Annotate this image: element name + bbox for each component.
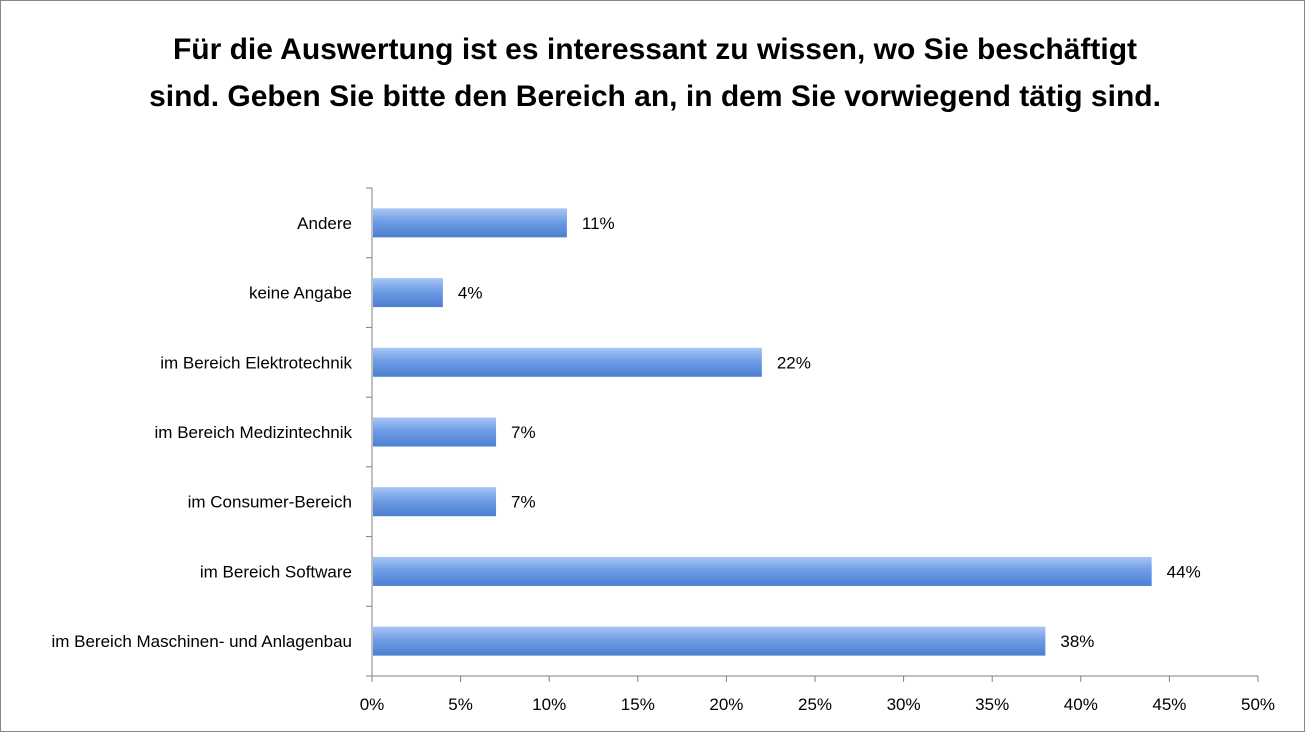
axes-layer — [366, 187, 1259, 682]
x-tick-label: 15% — [621, 695, 655, 714]
bar — [373, 626, 1046, 656]
category-label: im Bereich Software — [200, 562, 352, 581]
data-label: 4% — [458, 284, 483, 303]
chart-title: Für die Auswertung ist es interessant zu… — [149, 33, 1161, 113]
bar — [373, 347, 762, 377]
data-label: 44% — [1167, 562, 1201, 581]
x-tick-label: 25% — [798, 695, 832, 714]
data-label: 7% — [511, 493, 536, 512]
category-label: Andere — [297, 214, 352, 233]
x-tick-label: 35% — [975, 695, 1009, 714]
bar — [373, 556, 1152, 586]
category-label: im Bereich Maschinen- und Anlagenbau — [51, 632, 352, 651]
bar — [373, 208, 567, 238]
data-label: 11% — [582, 214, 615, 233]
x-tick-label: 50% — [1241, 695, 1275, 714]
labels-layer: Andere 11% keine Angabe 4% im Bereich Elektr… — [51, 214, 1275, 714]
x-tick-label: 40% — [1064, 695, 1098, 714]
bar — [373, 487, 497, 517]
x-tick-label: 10% — [532, 695, 566, 714]
x-tick-label: 45% — [1152, 695, 1186, 714]
x-tick-label: 30% — [887, 695, 921, 714]
category-label: im Bereich Medizintechnik — [155, 423, 353, 442]
data-label: 38% — [1060, 632, 1094, 651]
data-label: 22% — [777, 353, 811, 372]
bars-layer — [373, 208, 1152, 656]
x-tick-label: 20% — [709, 695, 743, 714]
bar — [373, 278, 443, 308]
bar — [373, 417, 497, 447]
category-label: keine Angabe — [249, 284, 352, 303]
x-tick-label: 0% — [360, 695, 385, 714]
x-tick-label: 5% — [448, 695, 473, 714]
category-label: im Bereich Elektrotechnik — [160, 353, 352, 372]
category-label: im Consumer-Bereich — [188, 493, 352, 512]
data-label: 7% — [511, 423, 536, 442]
